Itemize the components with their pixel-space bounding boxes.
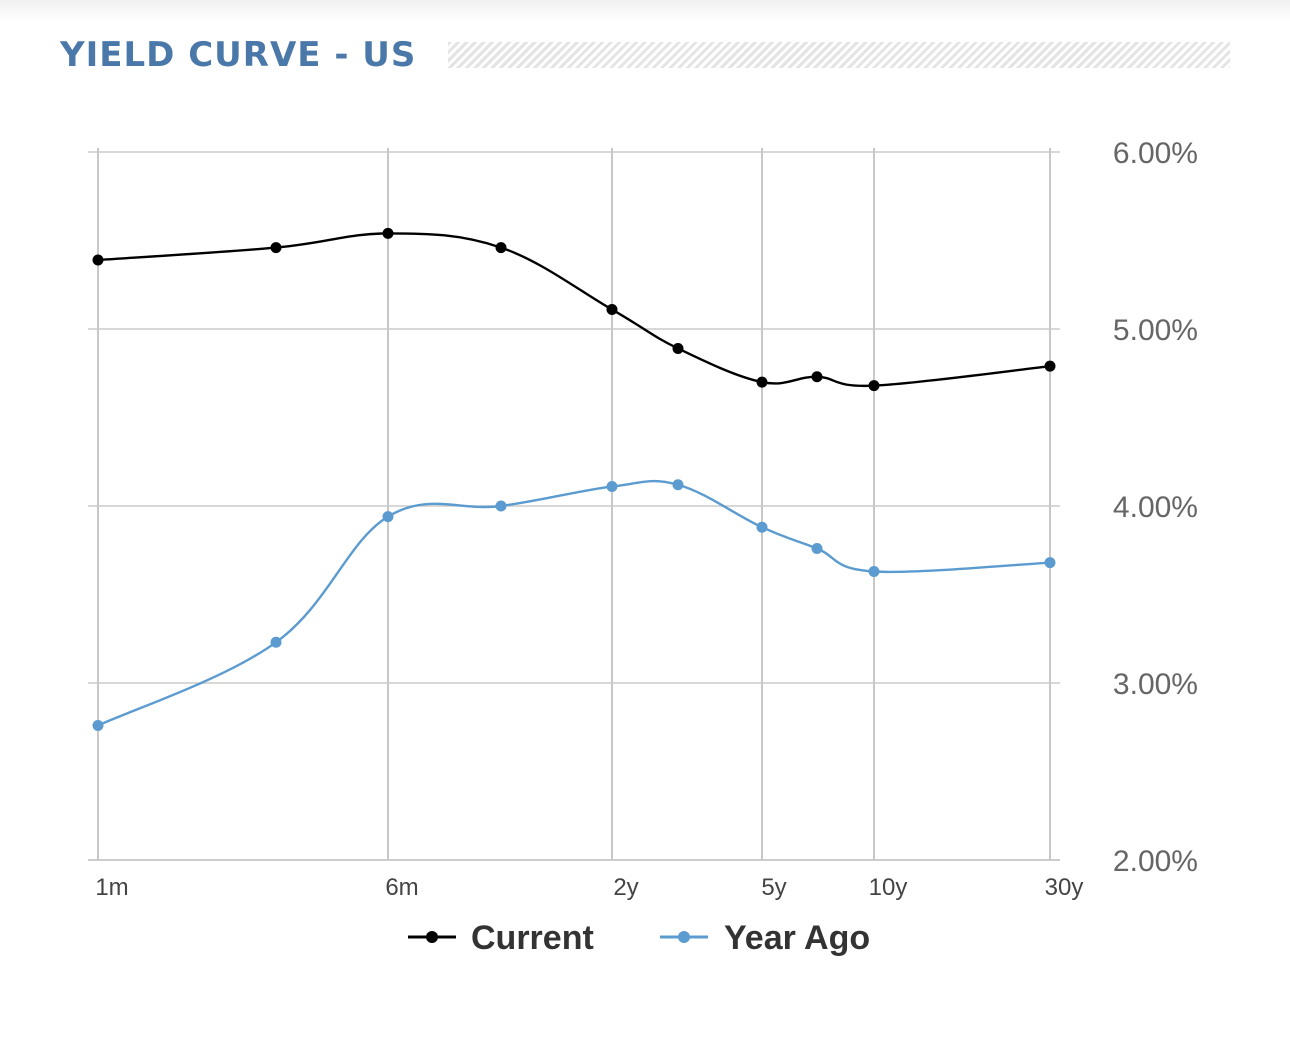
series-current <box>92 227 1056 392</box>
chart-grid <box>88 148 1060 861</box>
legend-label: Year Ago <box>724 919 870 957</box>
legend-item: Current <box>408 919 594 957</box>
data-point <box>672 342 684 354</box>
legend-swatch-marker <box>426 931 438 943</box>
series-year-ago <box>92 479 1056 731</box>
legend-label: Current <box>471 919 594 957</box>
data-point <box>756 376 768 388</box>
page-title: YIELD CURVE - US <box>60 35 417 75</box>
data-point <box>382 227 394 239</box>
data-point <box>811 371 823 383</box>
data-point <box>672 479 684 491</box>
data-point <box>606 481 618 493</box>
data-point <box>868 565 880 577</box>
data-point <box>1044 557 1056 569</box>
y-tick-label: 6.00% <box>1113 137 1198 170</box>
series-line <box>97 232 1051 388</box>
series-layer <box>92 227 1056 731</box>
data-point <box>811 542 823 554</box>
data-point <box>382 511 394 523</box>
x-tick-label: 6m <box>385 874 418 901</box>
data-point <box>270 242 282 254</box>
legend-swatch-marker <box>678 931 690 943</box>
y-tick-label: 3.00% <box>1113 668 1198 701</box>
legend-item: Year Ago <box>660 919 870 957</box>
x-tick-label: 30y <box>1045 874 1084 901</box>
chart-header: YIELD CURVE - US <box>60 30 1230 80</box>
top-shadow <box>0 0 1290 22</box>
axis-labels: 6.00% 5.00% 4.00% 3.00% 2.00% 1m 6m 2y 5y 10y 30y <box>95 137 1198 901</box>
data-point <box>495 242 507 254</box>
legend: Current Year Ago <box>408 919 870 957</box>
x-tick-label: 5y <box>761 874 786 901</box>
y-tick-label: 5.00% <box>1113 314 1198 347</box>
y-tick-label: 2.00% <box>1113 845 1198 878</box>
data-point <box>92 719 104 731</box>
data-point <box>92 254 104 266</box>
series-line <box>97 479 1051 727</box>
data-point <box>868 380 880 392</box>
x-tick-label: 2y <box>613 874 638 901</box>
data-point <box>270 636 282 648</box>
data-point <box>756 521 768 533</box>
x-tick-label: 10y <box>869 874 908 901</box>
data-point <box>495 500 507 512</box>
title-divider <box>448 42 1230 68</box>
x-tick-label: 1m <box>95 874 128 901</box>
y-tick-label: 4.00% <box>1113 491 1198 524</box>
data-point <box>1044 360 1056 372</box>
data-point <box>606 304 618 316</box>
